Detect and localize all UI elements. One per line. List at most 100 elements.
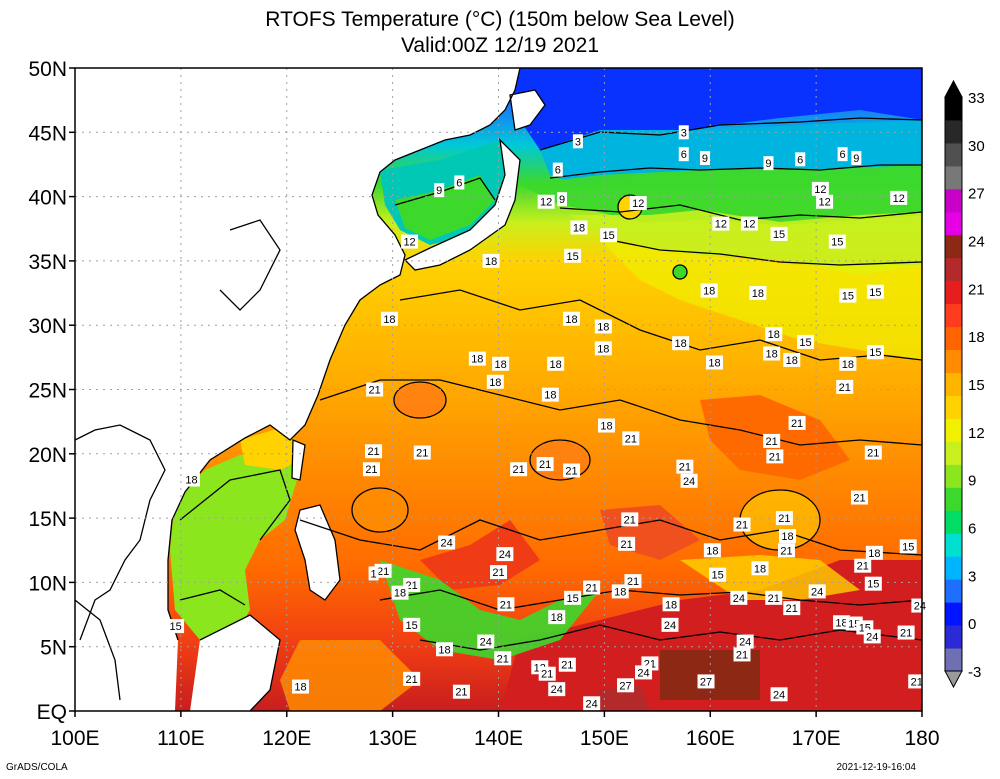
contour-label: 12 — [712, 216, 730, 231]
contour-label-box — [292, 679, 310, 694]
contour-label: 21 — [777, 543, 795, 558]
contour-label: 6 — [795, 152, 806, 167]
x-tick-label: 130E — [368, 727, 417, 750]
contour-label: 15 — [797, 334, 815, 349]
contour-label-text: 15 — [773, 229, 785, 241]
contour-label-box — [864, 576, 882, 591]
contour-label: 21 — [763, 433, 781, 448]
contour-label-text: 18 — [600, 421, 612, 433]
contour-label-box — [362, 462, 380, 477]
colorbar-segment — [945, 303, 962, 328]
y-tick-label: 10N — [28, 572, 67, 595]
contour-label: 18 — [436, 642, 454, 657]
contour-label-text: 15 — [831, 237, 843, 249]
contour-label-box — [865, 545, 883, 560]
contour-label-box — [490, 565, 507, 580]
x-tick-label: 160E — [686, 727, 735, 750]
contour-label-text: 24 — [440, 538, 452, 550]
contour-label-text: 21 — [769, 451, 781, 463]
contour-label-box — [583, 580, 601, 595]
contour-label-box — [795, 152, 806, 167]
contour-label-box — [672, 336, 690, 351]
contour-label-box — [700, 283, 718, 298]
contour-label-box — [548, 610, 566, 625]
contour-label-box — [600, 228, 618, 243]
contour-label: 18 — [468, 351, 486, 366]
contour-label: 18 — [779, 529, 797, 544]
contour-label-box — [597, 418, 615, 433]
contour-label-text: 15 — [712, 570, 724, 582]
contour-label-text: 18 — [438, 644, 450, 656]
colorbar-segment — [945, 556, 962, 580]
contour-label: 18 — [662, 597, 680, 612]
contour-label-box — [808, 584, 826, 599]
contour-label: 18 — [486, 374, 504, 389]
contour-label-box — [662, 597, 680, 612]
contour-label-box — [839, 356, 857, 371]
contour-label: 24 — [583, 696, 601, 711]
contour-label-text: 12 — [818, 197, 830, 209]
colorbar-segment — [945, 234, 962, 259]
contour-label-box — [766, 449, 784, 464]
contour-label-box — [547, 356, 565, 371]
colorbar-segment — [945, 418, 962, 442]
contour-label-box — [733, 647, 751, 662]
contour-label-box — [558, 657, 576, 672]
contour-label-text: 15 — [842, 291, 854, 303]
latitude-axis: EQ 5N 10N 15N 20N 25N 30N 35N 40N 45N 50N — [28, 58, 75, 724]
contour-label-text: 24 — [499, 549, 511, 561]
contour-label: 18 — [570, 220, 588, 235]
contour-label-box — [661, 617, 679, 632]
contour-label-box — [839, 288, 857, 303]
contour-label-box — [541, 387, 559, 402]
contour-label-text: 21 — [561, 660, 573, 672]
contour-label-text: 3 — [681, 127, 687, 139]
colorbar-label: 18 — [968, 329, 985, 346]
contour-label-box — [622, 431, 640, 446]
contour-label-text: 15 — [406, 620, 418, 632]
contour-label: 15 — [866, 284, 884, 299]
contour-label-text: 6 — [555, 165, 561, 177]
contour-label-box — [765, 327, 783, 342]
contour-label-box — [563, 463, 581, 478]
contour-label-box — [538, 666, 556, 681]
contour-label-text: 18 — [754, 563, 766, 575]
contour-label-box — [749, 286, 767, 301]
contour-label-text: 21 — [736, 520, 748, 532]
contour-label: 18 — [865, 545, 883, 560]
contour-label: 18 — [292, 679, 310, 694]
contour-label-box — [403, 671, 421, 686]
contour-label-text: 21 — [500, 599, 512, 611]
contour-label-text: 9 — [765, 158, 771, 170]
software-credit: GrADS/COLA — [6, 762, 68, 773]
contour-label: 21 — [374, 563, 392, 578]
contour-label-box — [730, 590, 748, 605]
contour-label-box — [537, 194, 555, 209]
contour-label: 21 — [563, 463, 581, 478]
contour-label: 9 — [763, 156, 774, 171]
contour-label-box — [779, 529, 797, 544]
contour-label-box — [564, 248, 582, 263]
contour-label-text: 18 — [485, 256, 497, 268]
contour-label-box — [629, 196, 647, 211]
contour-label-text: 21 — [791, 418, 803, 430]
contour-label-box — [548, 682, 566, 697]
contour-label-text: 21 — [377, 566, 389, 578]
x-tick-label: 180 — [904, 727, 939, 750]
contour-label-text: 21 — [839, 382, 851, 394]
contour-label: 21 — [622, 431, 640, 446]
contour-label: 18 — [700, 283, 718, 298]
contour-label: 15 — [564, 590, 582, 605]
contour-label: 9 — [434, 183, 445, 198]
contour-label: 15 — [564, 248, 582, 263]
contour-label-text: 18 — [394, 588, 406, 600]
contour-label-box — [851, 490, 869, 505]
contour-label-text: 24 — [866, 631, 878, 643]
contour-label-text: 21 — [586, 583, 598, 595]
contour-label-text: 21 — [679, 462, 691, 474]
contour-label-text: 21 — [455, 687, 467, 699]
contour-label-text: 9 — [702, 153, 708, 165]
y-tick-label: 20N — [28, 444, 67, 467]
contour-label-box — [497, 597, 515, 612]
contour-label-box — [763, 156, 774, 171]
